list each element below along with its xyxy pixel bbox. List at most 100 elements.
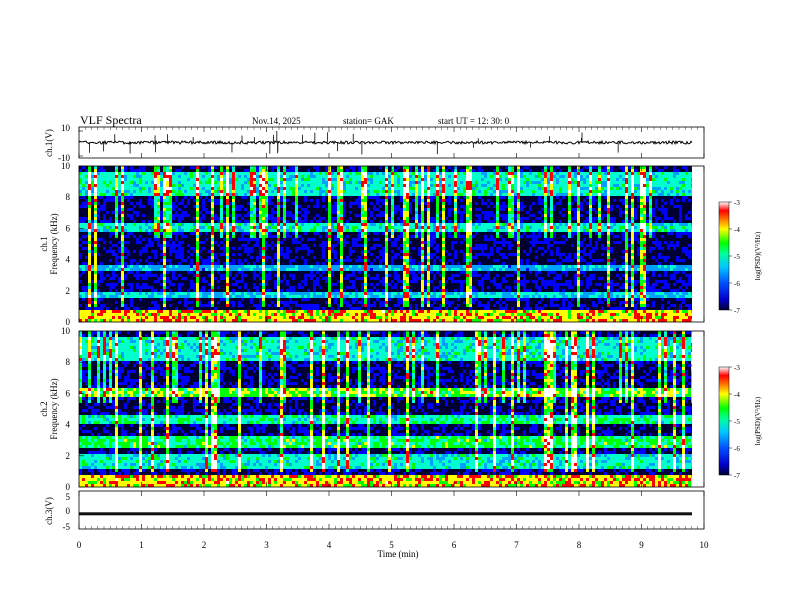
spectrogram-cell <box>439 292 442 295</box>
spectrogram-cell <box>352 229 355 232</box>
spectrogram-cell <box>310 175 313 178</box>
spectrogram-cell <box>172 268 175 271</box>
spectrogram-cell <box>178 229 181 232</box>
spectrogram-cell <box>283 172 286 175</box>
spectrogram-cell <box>373 304 376 307</box>
spectrogram-cell <box>136 202 139 205</box>
spectrogram-cell <box>127 226 130 229</box>
spectrogram-cell <box>364 265 367 268</box>
spectrogram-cell <box>199 289 202 292</box>
spectrogram-cell <box>466 319 469 322</box>
spectrogram-cell <box>286 295 289 298</box>
spectrogram-cell <box>445 223 448 226</box>
spectrogram-cell <box>313 223 316 226</box>
spectrogram-cell <box>304 223 307 226</box>
spectrogram-cell <box>226 187 229 190</box>
spectrogram-cell <box>412 199 415 202</box>
spectrogram-cell <box>373 223 376 226</box>
spectrogram-cell <box>379 166 382 169</box>
spectrogram-cell <box>196 319 199 322</box>
spectrogram-cell <box>229 190 232 193</box>
spectrogram-cell <box>484 292 487 295</box>
spectrogram-cell <box>445 187 448 190</box>
spectrogram-cell <box>259 181 262 184</box>
spectrogram-cell <box>403 238 406 241</box>
spectrogram-cell <box>442 199 445 202</box>
spectrogram-cell <box>268 226 271 229</box>
spectrogram-cell <box>358 268 361 271</box>
spectrogram-cell <box>460 175 463 178</box>
spectrogram-cell <box>319 292 322 295</box>
spectrogram-cell <box>328 316 331 319</box>
spectrogram-cell <box>223 313 226 316</box>
spectrogram-cell <box>484 181 487 184</box>
spectrogram-cell <box>253 178 256 181</box>
spectrogram-cell <box>385 232 388 235</box>
spectrogram-cell <box>226 316 229 319</box>
spectrogram-cell <box>403 178 406 181</box>
spectrogram-cell <box>184 319 187 322</box>
spectrogram-cell <box>316 319 319 322</box>
spectrogram-cell <box>361 229 364 232</box>
spectrogram-cell <box>382 178 385 181</box>
spectrogram-cell <box>316 226 319 229</box>
spectrogram-cell <box>277 211 280 214</box>
spectrogram-cell <box>100 292 103 295</box>
spectrogram-cell <box>130 187 133 190</box>
spectrogram-cell <box>325 235 328 238</box>
spectrogram-cell <box>331 217 334 220</box>
spectrogram-cell <box>217 226 220 229</box>
spectrogram-cell <box>400 286 403 289</box>
spectrogram-cell <box>340 244 343 247</box>
spectrogram-cell <box>301 256 304 259</box>
spectrogram-cell <box>163 253 166 256</box>
spectrogram-cell <box>259 319 262 322</box>
spectrogram-cell <box>97 295 100 298</box>
spectrogram-cell <box>427 298 430 301</box>
spectrogram-cell <box>262 196 265 199</box>
spectrogram-cell <box>151 319 154 322</box>
spectrogram-cell <box>439 217 442 220</box>
spectrogram-cell <box>352 310 355 313</box>
spectrogram-cell <box>442 271 445 274</box>
spectrogram-cell <box>475 295 478 298</box>
spectrogram-cell <box>199 301 202 304</box>
spectrogram-cell <box>457 280 460 283</box>
spectrogram-cell <box>232 319 235 322</box>
spectrogram-cell <box>88 199 91 202</box>
spectrogram-cell <box>121 190 124 193</box>
spectrogram-cell <box>472 229 475 232</box>
spectrogram-cell <box>415 304 418 307</box>
spectrogram-cell <box>379 292 382 295</box>
spectrogram-cell <box>418 247 421 250</box>
spectrogram-cell <box>484 253 487 256</box>
spectrogram-cell <box>136 271 139 274</box>
spectrogram-cell <box>481 289 484 292</box>
spectrogram-cell <box>223 211 226 214</box>
spectrogram-cell <box>163 181 166 184</box>
spectrogram-cell <box>412 217 415 220</box>
spectrogram-cell <box>385 178 388 181</box>
spectrogram-cell <box>445 199 448 202</box>
spectrogram-cell <box>466 271 469 274</box>
spectrogram-cell <box>175 292 178 295</box>
spectrogram-cell <box>121 253 124 256</box>
spectrogram-cell <box>361 316 364 319</box>
spectrogram-cell <box>439 283 442 286</box>
spectrogram-cell <box>181 226 184 229</box>
spectrogram-cell <box>226 175 229 178</box>
spectrogram-cell <box>409 268 412 271</box>
spectrogram-cell <box>202 184 205 187</box>
spectrogram-cell <box>460 223 463 226</box>
spectrogram-cell <box>334 223 337 226</box>
spectrogram-cell <box>328 184 331 187</box>
spectrogram-cell <box>460 295 463 298</box>
spectrogram-cell <box>385 193 388 196</box>
spectrogram-cell <box>154 268 157 271</box>
spectrogram-cell <box>208 259 211 262</box>
spectrogram-cell <box>445 280 448 283</box>
spectrogram-cell <box>403 244 406 247</box>
spectrogram-cell <box>181 172 184 175</box>
spectrogram-cell <box>133 235 136 238</box>
spectrogram-cell <box>304 187 307 190</box>
